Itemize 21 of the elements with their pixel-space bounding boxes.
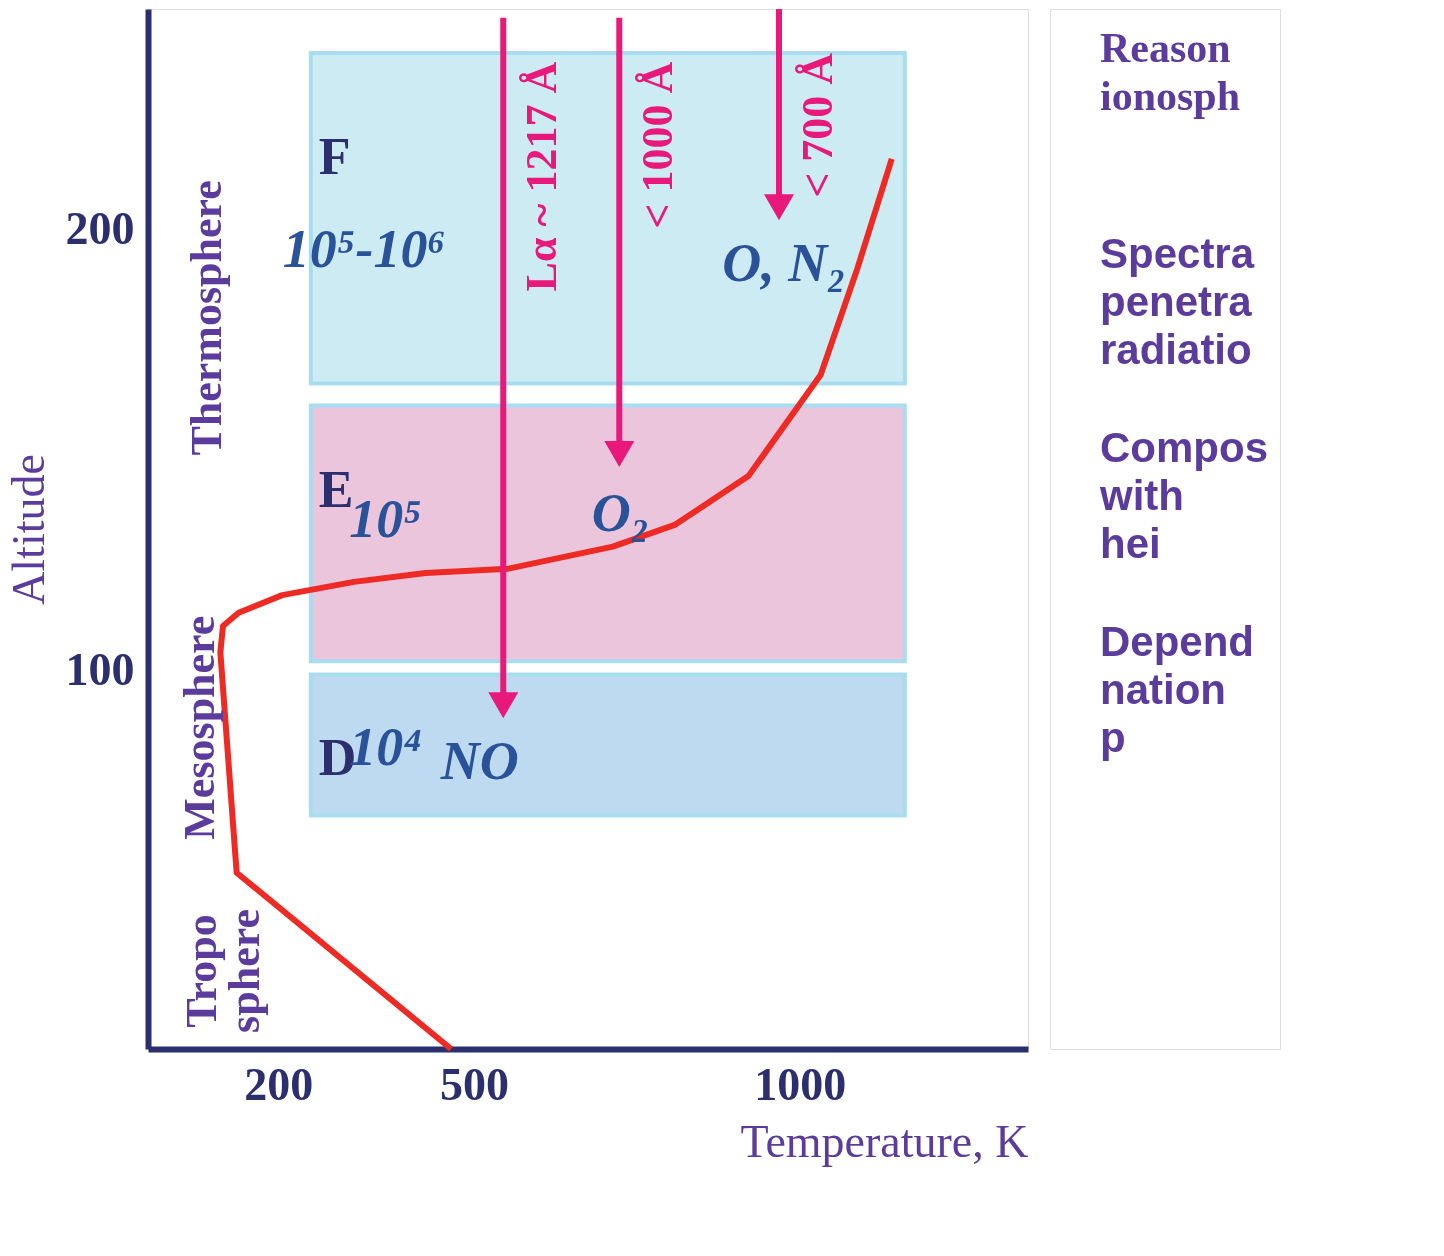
text: < 1000 Å: [633, 61, 683, 229]
annotation: 10⁵-10⁶: [282, 219, 447, 280]
text: Reason ionosph: [1100, 25, 1241, 119]
annotation: Thermosphere: [181, 180, 231, 456]
text: Lα ~ 1217 Å: [517, 61, 567, 292]
y-axis-title: Altitude: [2, 454, 54, 605]
x-tick-label: 200: [244, 1058, 314, 1110]
text: Depend nation p: [1100, 618, 1255, 761]
band-label: F: [318, 128, 351, 186]
annotation: O₂: [591, 483, 650, 544]
text: Compos with hei: [1099, 424, 1268, 567]
text: Spectra penetra radiatio: [1100, 230, 1255, 373]
band-label: E: [318, 460, 354, 518]
annotation: Mesosphere: [174, 615, 224, 840]
x-axis-title: Temperature, K: [740, 1115, 1029, 1167]
text: < 700 Å: [792, 52, 842, 198]
x-tick-label: 1000: [754, 1058, 847, 1110]
annotation: NO: [439, 731, 519, 791]
y-tick-label: 100: [65, 643, 135, 695]
x-tick-label: 500: [439, 1058, 509, 1110]
annotation: O, N₂: [722, 232, 847, 293]
